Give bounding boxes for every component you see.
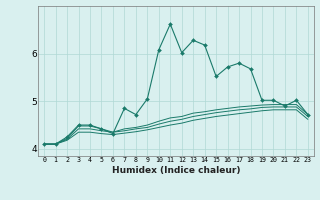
X-axis label: Humidex (Indice chaleur): Humidex (Indice chaleur) xyxy=(112,166,240,175)
